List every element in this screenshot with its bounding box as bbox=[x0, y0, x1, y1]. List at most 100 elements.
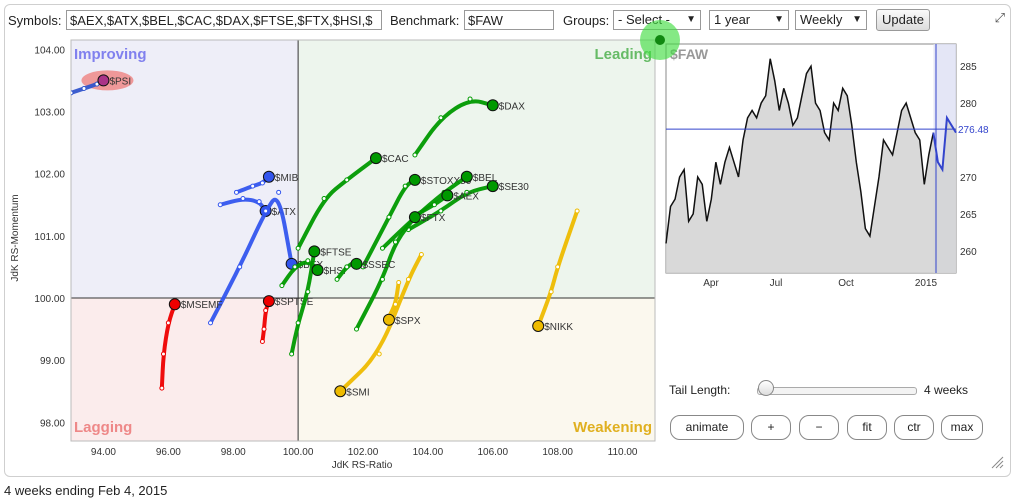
series-tail-point bbox=[259, 339, 265, 345]
frequency-select-value: Weekly bbox=[800, 12, 843, 27]
series-tail-point bbox=[305, 289, 311, 295]
center-button[interactable]: ctr bbox=[894, 415, 934, 440]
x-tick-label: 96.00 bbox=[156, 447, 181, 458]
symbols-input[interactable]: $AEX,$ATX,$BEL,$CAC,$DAX,$FTSE,$FTX,$HSI… bbox=[66, 10, 382, 30]
quadrant-label-lagging: Lagging bbox=[74, 419, 132, 436]
series-tail-point bbox=[250, 183, 256, 189]
x-tick-label: 100.00 bbox=[283, 447, 314, 458]
y-tick-label: 104.00 bbox=[34, 45, 65, 56]
series-tail-point bbox=[438, 115, 444, 121]
frequency-select[interactable]: Weekly ▼ bbox=[795, 10, 867, 30]
quadrant-lagging bbox=[71, 298, 299, 441]
x-tick-label: 98.00 bbox=[221, 447, 246, 458]
series-label: $NIKK bbox=[544, 322, 573, 333]
series-tail-point bbox=[208, 320, 214, 326]
x-tick-label: 110.00 bbox=[608, 447, 638, 458]
x-tick-label: 108.00 bbox=[542, 447, 573, 458]
chevron-down-icon: ▼ bbox=[774, 14, 784, 25]
benchmark-input[interactable]: $FAW bbox=[464, 10, 554, 30]
x-tick-label: 104.00 bbox=[413, 447, 444, 458]
benchmark-y-tick-label: 270 bbox=[960, 173, 977, 184]
series-label: $SPX bbox=[395, 316, 421, 327]
y-tick-label: 98.00 bbox=[40, 418, 65, 429]
series-label: $AEX bbox=[453, 191, 479, 202]
series-tail-point bbox=[276, 189, 282, 195]
series-head-marker bbox=[334, 385, 347, 398]
series-tail bbox=[409, 193, 450, 220]
series-tail-point bbox=[321, 196, 327, 202]
zoom-in-button[interactable]: + bbox=[751, 415, 791, 440]
series-label: $CAC bbox=[382, 154, 409, 165]
tail-length-slider-handle[interactable] bbox=[757, 380, 774, 396]
chevron-down-icon: ▼ bbox=[686, 14, 696, 25]
tail-length-slider[interactable] bbox=[757, 387, 917, 395]
y-axis-label: JdK RS-Momentum bbox=[10, 194, 21, 281]
series-tail-point bbox=[548, 289, 554, 295]
series-tail-point bbox=[412, 152, 418, 158]
max-button[interactable]: max bbox=[941, 415, 983, 440]
series-label: $SPTSE bbox=[275, 297, 314, 308]
series-tail-point bbox=[405, 276, 411, 282]
y-tick-label: 101.00 bbox=[34, 232, 65, 243]
series-tail-point bbox=[334, 276, 340, 282]
plot-border bbox=[70, 39, 656, 442]
series-head-marker bbox=[369, 152, 382, 165]
series-tail-point bbox=[263, 208, 269, 214]
y-tick-label: 103.00 bbox=[34, 107, 65, 118]
period-select[interactable]: 1 year ▼ bbox=[709, 10, 789, 30]
series-head-marker bbox=[486, 99, 499, 112]
caption: 4 weeks ending Feb 4, 2015 bbox=[4, 483, 168, 498]
series-tail-point bbox=[305, 258, 311, 264]
series-tail-point bbox=[344, 177, 350, 183]
series-head-marker bbox=[168, 298, 181, 311]
series-tail-point bbox=[295, 245, 301, 251]
series-head-marker bbox=[532, 319, 545, 332]
y-tick-label: 102.00 bbox=[34, 170, 65, 181]
series-tail-point bbox=[386, 214, 392, 220]
benchmark-line bbox=[665, 58, 935, 244]
series-tail-point bbox=[292, 264, 298, 270]
benchmark-line-recent bbox=[932, 114, 957, 173]
series-tail bbox=[338, 252, 424, 394]
series-tail-point bbox=[289, 351, 295, 357]
series-head-marker bbox=[262, 295, 275, 308]
series-label: $SSEC bbox=[363, 260, 396, 271]
series-tail-point bbox=[344, 264, 350, 270]
quadrant-label-weakening: Weakening bbox=[573, 419, 652, 436]
tail-length-value: 4 weeks bbox=[924, 383, 969, 397]
benchmark-title: $FAW bbox=[670, 46, 709, 62]
cursor-dot bbox=[655, 35, 665, 45]
series-head-marker bbox=[97, 74, 110, 87]
animate-button[interactable]: animate bbox=[670, 415, 744, 440]
series-tail-point bbox=[263, 307, 269, 313]
benchmark-label: Benchmark: bbox=[390, 13, 460, 28]
series-tail-point bbox=[261, 326, 267, 332]
series-label: $MSEMF bbox=[181, 300, 223, 311]
benchmark-x-tick-label: Oct bbox=[838, 278, 854, 289]
series-label: $FTSE bbox=[320, 247, 351, 258]
y-tick-label: 99.00 bbox=[40, 356, 65, 367]
series-label: $PSI bbox=[109, 76, 131, 87]
period-select-value: 1 year bbox=[714, 12, 751, 27]
fit-button[interactable]: fit bbox=[847, 415, 887, 440]
x-axis-label: JdK RS-Ratio bbox=[332, 460, 393, 471]
series-tail-point bbox=[295, 320, 301, 326]
y-tick-label: 100.00 bbox=[34, 294, 65, 305]
series-tail-point bbox=[237, 264, 243, 270]
benchmark-area bbox=[666, 58, 956, 273]
series-tail-point bbox=[555, 264, 561, 270]
x-tick-label: 94.00 bbox=[91, 447, 116, 458]
series-label: $STOXX50 bbox=[421, 176, 472, 187]
resize-handle-icon[interactable] bbox=[990, 455, 1004, 469]
series-tail-point bbox=[574, 208, 580, 214]
series-label: $MIB bbox=[275, 173, 299, 184]
benchmark-y-tick-label: 260 bbox=[960, 247, 977, 258]
zoom-out-button[interactable]: − bbox=[799, 415, 839, 440]
series-tail bbox=[536, 208, 580, 328]
update-button[interactable]: Update bbox=[876, 9, 930, 31]
x-tick-label: 106.00 bbox=[477, 447, 508, 458]
series-head-marker bbox=[486, 180, 499, 193]
expand-icon[interactable]: ⤢ bbox=[994, 10, 1005, 25]
series-tail-point bbox=[467, 96, 473, 102]
